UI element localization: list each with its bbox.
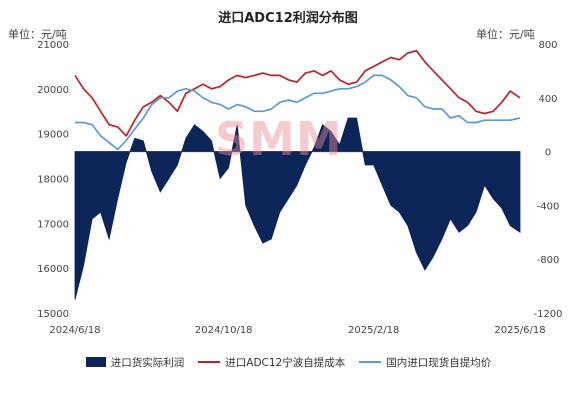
- chart-title: 进口ADC12利润分布图: [218, 10, 357, 26]
- legend: 进口货实际利润 进口ADC12宁波自提成本 国内进口现货自提均价: [0, 352, 577, 372]
- smm-watermark: SMM: [215, 112, 343, 166]
- legend-label-price: 国内进口现货自提均价: [386, 356, 492, 369]
- legend-swatch-price: [359, 361, 382, 363]
- spot-price-line: [75, 74, 521, 151]
- left-tick-label: 16000: [37, 264, 69, 275]
- cost-line: [74, 49, 521, 137]
- x-tick-label: 2025/6/18: [494, 325, 545, 336]
- right-tick-label: 400: [538, 94, 557, 105]
- right-axis-ticks: -1200 -800 -400 0 400 800: [533, 40, 562, 320]
- right-unit-label: 单位：元/吨: [476, 27, 535, 41]
- x-tick-label: 2024/6/18: [49, 325, 100, 336]
- x-axis-ticks: 2024/6/18 2024/10/18 2025/2/18 2025/6/18: [49, 325, 545, 336]
- left-tick-label: 18000: [37, 175, 69, 186]
- legend-swatch-profit: [85, 357, 106, 367]
- left-tick-label: 20000: [37, 85, 69, 96]
- right-tick-label: 800: [538, 40, 557, 51]
- x-tick-label: 2025/2/18: [348, 325, 399, 336]
- price-lines-layer: [74, 49, 521, 151]
- legend-label-profit: 进口货实际利润: [110, 356, 185, 369]
- left-tick-label: 17000: [37, 219, 69, 230]
- left-tick-label: 19000: [37, 130, 69, 141]
- left-axis-ticks: 15000 16000 17000 18000 19000 20000 21000: [37, 40, 69, 320]
- legend-swatch-cost: [198, 361, 221, 363]
- profit-area-layer: [74, 117, 521, 300]
- legend-item-profit: 进口货实际利润: [85, 355, 185, 370]
- x-tick-label: 2024/10/18: [195, 325, 253, 336]
- legend-item-price: 国内进口现货自提均价: [359, 355, 491, 370]
- left-tick-label: 15000: [37, 309, 69, 320]
- left-unit-label: 单位：元/吨: [8, 27, 67, 41]
- right-tick-label: 0: [545, 148, 551, 159]
- legend-label-cost: 进口ADC12宁波自提成本: [225, 356, 346, 369]
- profit-area: [74, 117, 521, 300]
- right-tick-label: -800: [537, 255, 560, 266]
- right-tick-label: -1200: [533, 309, 562, 320]
- legend-item-cost: 进口ADC12宁波自提成本: [198, 355, 345, 370]
- left-tick-label: 21000: [37, 40, 69, 51]
- right-tick-label: -400: [537, 201, 560, 212]
